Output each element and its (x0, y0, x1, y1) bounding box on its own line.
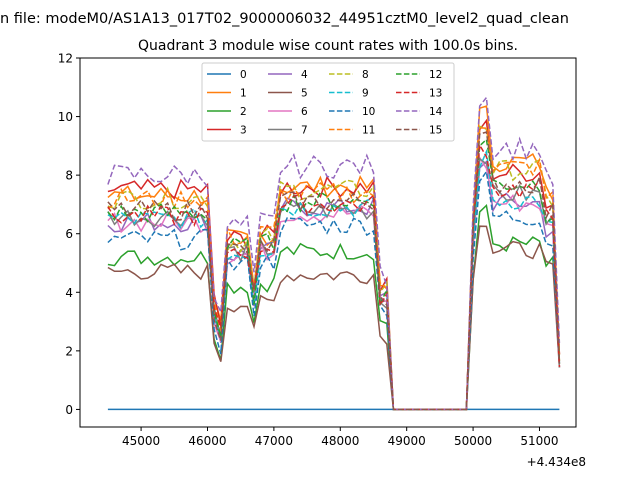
series-6-line (107, 155, 561, 411)
legend-label-15: 15 (429, 125, 442, 137)
x-tick-label: 51000 (520, 434, 558, 448)
series-3-line (107, 118, 561, 411)
legend-label-0: 0 (240, 69, 247, 81)
legend-label-5: 5 (301, 88, 308, 100)
series-14-line (107, 95, 561, 411)
series-4-line (107, 160, 561, 411)
x-tick-label: 50000 (454, 434, 492, 448)
series-1-line (107, 105, 561, 411)
legend-label-1: 1 (240, 88, 247, 100)
x-tick-label: 47000 (255, 434, 293, 448)
legend-label-10: 10 (362, 106, 375, 118)
x-tick-label: 46000 (188, 434, 226, 448)
series-15-line (107, 131, 561, 411)
y-tick-label: 2 (65, 344, 73, 358)
legend-label-14: 14 (429, 106, 443, 118)
legend-box (201, 62, 455, 142)
legend-label-7: 7 (301, 125, 308, 137)
legend-label-2: 2 (240, 106, 247, 118)
x-tick-label: 48000 (321, 434, 359, 448)
x-tick-label: 45000 (122, 434, 160, 448)
series-10-line (107, 169, 561, 411)
x-axis: 45000 46000 47000 48000 49000 50000 51000 (122, 427, 559, 448)
y-tick-label: 0 (65, 403, 73, 417)
series-9-line (107, 148, 561, 411)
legend-label-6: 6 (301, 106, 308, 118)
y-tick-label: 8 (65, 169, 73, 183)
series-5-line (107, 225, 561, 411)
x-offset-label: +4.434e8 (527, 455, 586, 469)
figure-suptitle: n file: modeM0/AS1A13_017T02_9000006032_… (0, 11, 569, 27)
axes-frame (79, 57, 577, 428)
chart-title: Quadrant 3 module wise count rates with … (138, 38, 518, 54)
series-8-line (107, 125, 561, 411)
legend-label-13: 13 (429, 88, 442, 100)
legend-label-4: 4 (301, 69, 308, 81)
legend-label-12: 12 (429, 69, 442, 81)
y-tick-label: 12 (58, 52, 73, 66)
series-2-line (107, 203, 561, 411)
x-tick-label: 49000 (388, 434, 426, 448)
y-axis: 0 2 4 6 8 10 12 (58, 52, 80, 417)
y-tick-label: 4 (65, 286, 73, 300)
legend-label-3: 3 (240, 125, 247, 137)
y-tick-label: 10 (58, 110, 73, 124)
series-11-line (107, 127, 561, 411)
legend-label-9: 9 (362, 88, 369, 100)
legend-label-11: 11 (362, 125, 375, 137)
plot-lines (107, 95, 561, 411)
y-tick-label: 6 (65, 227, 73, 241)
legend-label-8: 8 (362, 69, 369, 81)
